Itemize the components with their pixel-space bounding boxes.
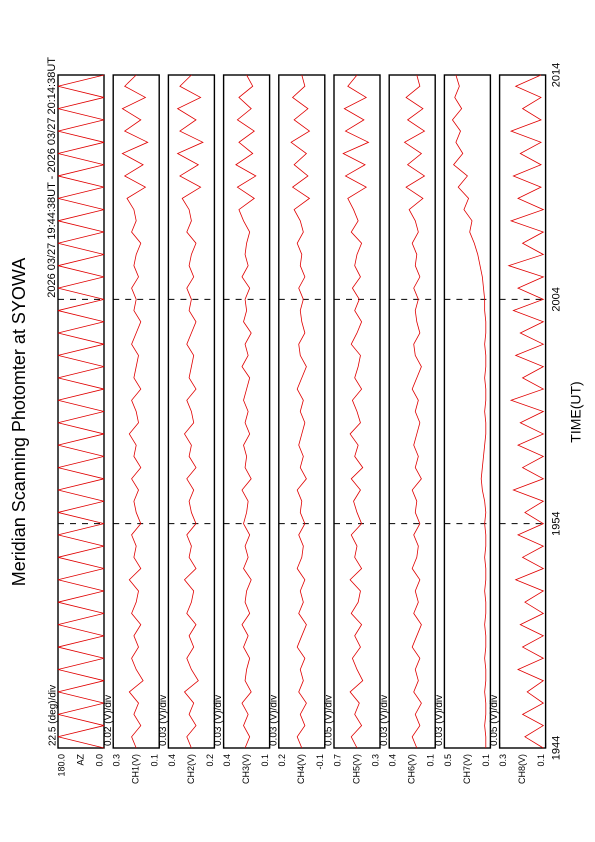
y-tick-label: 0.5: [443, 754, 453, 767]
trace: [290, 74, 311, 749]
trace: [403, 74, 426, 749]
y-axis-label: CH2(V): [186, 754, 196, 784]
panel-frame: [388, 74, 436, 749]
y-tick-label: 0.2: [277, 754, 287, 767]
y-tick-label: -0.1: [315, 754, 325, 770]
trace: [342, 74, 370, 749]
y-axis-label: AZ: [75, 754, 85, 766]
panel-frame: [443, 74, 492, 749]
y-tick-label: 0.3: [112, 754, 122, 767]
scale-note: 0.03 (V)/div: [213, 695, 224, 746]
y-tick-label: 0.3: [370, 754, 380, 767]
y-tick-label: 0.1: [536, 754, 546, 767]
y-tick-label: 180.0: [56, 754, 66, 777]
y-axis-label: CH3(V): [241, 754, 251, 784]
y-tick-label: 0.3: [498, 754, 508, 767]
y-tick-label: 0.4: [388, 754, 398, 767]
time-range: 2026 03/27 19:44:38UT - 2026 03/27 20:14…: [46, 57, 58, 298]
y-tick-label: 0.4: [167, 754, 177, 767]
scale-note: 0.02 (V)/div: [103, 695, 114, 746]
y-tick-label: 0.4: [222, 754, 232, 767]
trace: [507, 74, 545, 749]
y-axis-label: CH4(V): [296, 754, 306, 784]
y-axis-label: CH1(V): [131, 754, 141, 784]
x-tick-label: 1944: [551, 736, 563, 760]
trace: [57, 74, 105, 749]
y-tick-label: 0.1: [260, 754, 270, 767]
x-tick-label: 2004: [551, 287, 563, 311]
scale-note: 22.5 (deg)/div: [48, 685, 59, 746]
trace: [176, 74, 204, 749]
x-axis-label: TIME(UT): [568, 381, 584, 442]
panel-frame: [57, 74, 105, 749]
scale-note: 0.05 (V)/div: [489, 695, 500, 746]
y-tick-label: 0.1: [150, 754, 160, 767]
y-tick-label: 0.7: [332, 754, 342, 767]
y-tick-label: 0.0: [94, 754, 104, 767]
scale-note: 0.05 (V)/div: [324, 695, 335, 746]
chart-title: Meridian Scanning Photomter at SYOWA: [9, 258, 29, 586]
y-tick-label: 0.1: [426, 754, 436, 767]
trace: [235, 74, 257, 749]
y-axis-label: CH8(V): [517, 754, 527, 784]
y-tick-label: 0.1: [481, 754, 491, 767]
panel-frame: [498, 74, 547, 749]
x-tick-label: 2014: [551, 63, 563, 87]
scale-note: 0.03 (V)/div: [158, 695, 169, 746]
trace: [451, 74, 487, 748]
y-axis-label: CH5(V): [351, 754, 361, 784]
x-tick-label: 1954: [551, 511, 563, 535]
scale-note: 0.03 (V)/div: [268, 695, 279, 746]
rotated-plot: Meridian Scanning Photomter at SYOWA 202…: [9, 57, 584, 784]
panel-frame: [278, 74, 326, 749]
scale-note: 0.03 (V)/div: [434, 695, 445, 746]
y-tick-label: 0.2: [205, 754, 215, 767]
panel-frame: [222, 74, 271, 749]
trace: [121, 74, 149, 749]
y-axis-label: CH7(V): [462, 754, 472, 784]
y-axis-label: CH6(V): [407, 754, 417, 784]
scale-note: 0.03 (V)/div: [379, 695, 390, 746]
